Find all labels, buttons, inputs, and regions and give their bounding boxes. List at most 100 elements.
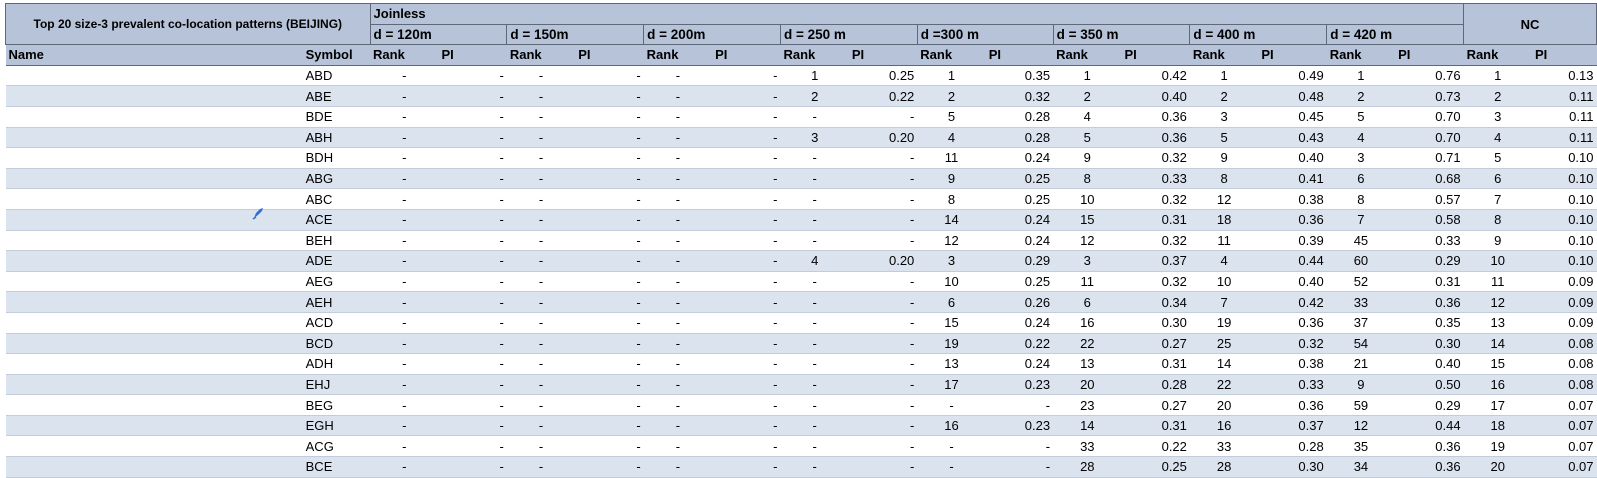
- pi-cell: 0.27: [1121, 333, 1190, 354]
- rank-cell: 22: [1189, 374, 1259, 395]
- pi-cell: 0.70: [1395, 127, 1464, 148]
- name-cell: [6, 354, 303, 375]
- rank-cell: -: [402, 356, 407, 372]
- rank-cell: 10: [944, 274, 959, 290]
- pi-cell: 0.09: [1531, 291, 1597, 313]
- name-cell: [5, 250, 303, 272]
- pi-cell: -: [909, 191, 915, 207]
- rank-cell: -: [506, 291, 576, 313]
- table-row: ADE - - - - - -4 0.20 3 0.29 3 0.37 4 0.44 60 0.29 10 0.1…: [5, 250, 1597, 272]
- pi-cell: 0.36: [1161, 109, 1187, 125]
- pi-cell: 0.07: [1531, 415, 1597, 436]
- pi-cell: 0.40: [1298, 150, 1324, 166]
- rank-cell: 5: [1494, 150, 1502, 166]
- name-cell: [5, 415, 303, 436]
- pi-cell: 0.30: [1161, 315, 1187, 331]
- pi-cell: -: [773, 356, 778, 372]
- rank-cell: -: [402, 109, 407, 125]
- pi-cell: 0.32: [1161, 150, 1187, 166]
- pi-cell: 0.42: [1161, 68, 1187, 84]
- rank-cell: 59: [1353, 397, 1369, 413]
- rank-cell: 9: [1083, 150, 1091, 166]
- rank-column-header: Rank: [1189, 44, 1259, 66]
- rank-cell: 14: [1216, 356, 1232, 372]
- pi-cell: -: [575, 168, 644, 189]
- pi-cell: 0.09: [1568, 274, 1594, 290]
- pi-cell: 0.33: [1435, 232, 1461, 248]
- rank-cell: 2: [780, 85, 849, 107]
- rank-cell: 20: [1463, 456, 1532, 478]
- rank-cell: -: [949, 397, 954, 413]
- pi-cell: 0.22: [985, 333, 1054, 354]
- rank-cell: 33: [1080, 438, 1095, 454]
- pi-cell: 0.31: [1121, 209, 1190, 231]
- rank-cell: 8: [1053, 168, 1122, 189]
- symbol-cell: ABC: [305, 191, 333, 207]
- pi-cell: -: [636, 274, 641, 290]
- pen-cursor-icon: [252, 208, 263, 220]
- pi-cell: 0.33: [1258, 374, 1327, 395]
- pi-cell: 0.76: [1435, 68, 1461, 84]
- name-cell: [6, 395, 303, 416]
- symbol-cell: ACG: [305, 438, 334, 454]
- pi-column-header: PI: [575, 44, 644, 66]
- pi-cell: -: [499, 232, 504, 248]
- rank-column-header: Rank: [643, 44, 713, 66]
- pi-cell: 0.35: [1435, 315, 1461, 331]
- rank-cell: -: [506, 250, 576, 272]
- rank-column-header: Rank: [1326, 44, 1396, 66]
- pi-cell: 0.25: [985, 168, 1054, 189]
- pi-cell: 0.07: [1531, 456, 1597, 478]
- rank-cell: -: [402, 438, 407, 454]
- pi-cell: -: [499, 109, 504, 125]
- rank-cell: -: [538, 356, 544, 372]
- rank-cell: -: [402, 232, 407, 248]
- rank-cell: 4: [1189, 250, 1259, 272]
- pi-cell: 0.36: [1395, 291, 1464, 313]
- rank-cell: 6: [917, 291, 986, 313]
- pi-cell: 0.36: [1395, 456, 1464, 478]
- pi-cell: -: [848, 456, 918, 478]
- pi-cell: -: [848, 415, 918, 436]
- rank-cell: 10: [1463, 250, 1532, 272]
- pi-cell: -: [773, 438, 778, 454]
- pi-cell: -: [712, 291, 781, 313]
- pi-cell: -: [909, 315, 915, 331]
- pi-cell: 0.40: [1121, 85, 1190, 107]
- name-cell: [6, 271, 303, 292]
- rank-cell: 37: [1353, 315, 1369, 331]
- rank-column-header: Rank: [917, 44, 986, 66]
- pi-cell: 0.28: [1298, 438, 1324, 454]
- rank-cell: -: [812, 438, 817, 454]
- pi-cell: 0.34: [1121, 291, 1190, 313]
- pi-cell: 0.11: [1569, 109, 1594, 125]
- rank-cell: -: [675, 150, 681, 166]
- rank-cell: 12: [1326, 415, 1396, 436]
- rank-cell: 3: [1220, 109, 1228, 125]
- pi-cell: -: [499, 150, 504, 166]
- distance-header: d = 400 m: [1189, 23, 1328, 46]
- rank-cell: 13: [1490, 315, 1505, 331]
- pi-cell: 0.71: [1435, 150, 1461, 166]
- rank-cell: -: [538, 274, 544, 290]
- pi-cell: 0.25: [1121, 456, 1190, 478]
- pi-cell: 0.36: [1298, 397, 1324, 413]
- rank-cell: 11: [944, 150, 959, 166]
- rank-cell: 2: [1326, 85, 1396, 107]
- rank-cell: -: [812, 315, 817, 331]
- pi-cell: -: [499, 356, 504, 372]
- pi-column-header: PI: [1531, 44, 1597, 66]
- rank-cell: 35: [1353, 438, 1369, 454]
- rank-cell: -: [812, 191, 817, 207]
- rank-cell: -: [506, 374, 576, 395]
- pi-cell: -: [575, 209, 644, 231]
- pi-cell: -: [438, 374, 507, 395]
- rank-cell: -: [506, 85, 576, 107]
- rank-cell: -: [506, 127, 576, 148]
- pi-cell: 0.09: [1568, 315, 1594, 331]
- pi-cell: -: [438, 209, 507, 231]
- distance-header: d = 350 m: [1052, 23, 1191, 46]
- rank-cell: 4: [917, 127, 986, 148]
- rank-cell: 12: [1463, 291, 1532, 313]
- rank-cell: 19: [1490, 438, 1505, 454]
